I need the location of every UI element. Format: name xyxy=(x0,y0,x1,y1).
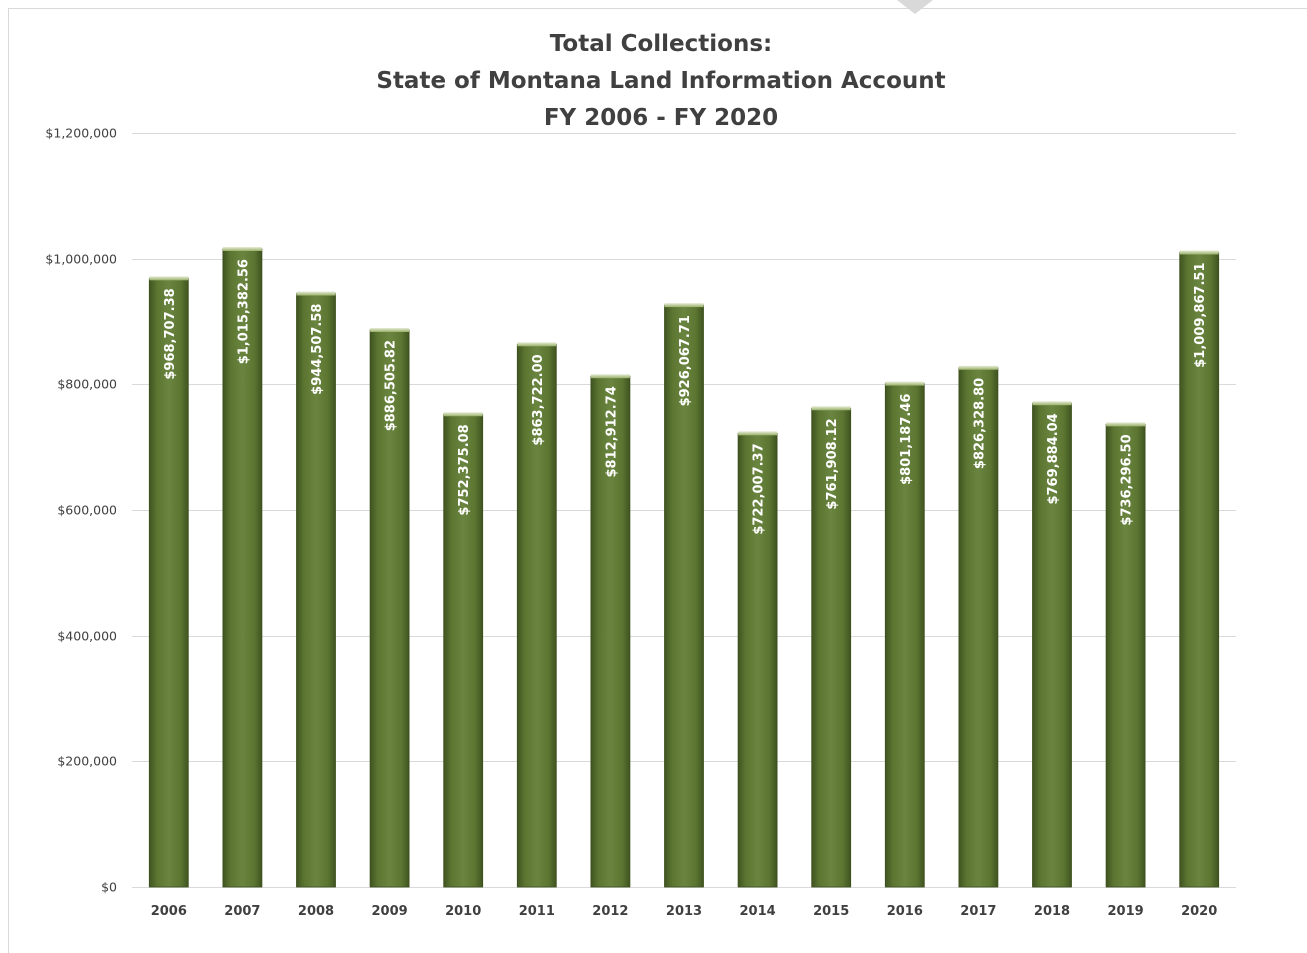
bar-cap xyxy=(149,276,189,281)
bar-group: $826,328.80 xyxy=(958,365,999,888)
x-tick-label: 2008 xyxy=(298,904,334,919)
x-axis-ticks: 2006 2007 2008 2009 2010 2011 2012 2013 2014 2015… xyxy=(151,904,1218,919)
bar-group: $736,296.50 xyxy=(1105,422,1146,888)
y-tick-label: $200,000 xyxy=(57,754,117,769)
bar-group: $886,505.82 xyxy=(369,327,410,888)
data-label: $863,722.00 xyxy=(531,354,546,445)
bar-group: $1,009,867.51 xyxy=(1179,250,1220,888)
chart-title-line-1: Total Collections: xyxy=(549,31,773,57)
x-tick-label: 2014 xyxy=(740,904,776,919)
bar-cap xyxy=(1106,422,1146,427)
bars: $968,707.38 $1,015,382.56 $944,507.58 $886,… xyxy=(148,247,1220,888)
data-label: $752,375.08 xyxy=(457,424,472,515)
bar-cap xyxy=(958,365,998,370)
y-tick-label: $400,000 xyxy=(57,629,117,644)
bar-group: $801,187.46 xyxy=(884,381,925,888)
bar xyxy=(811,407,852,888)
bar xyxy=(1032,402,1072,888)
x-tick-label: 2018 xyxy=(1034,904,1070,919)
x-tick-label: 2020 xyxy=(1181,904,1217,919)
chart-title-line-3: FY 2006 - FY 2020 xyxy=(543,105,779,131)
x-tick-label: 2013 xyxy=(666,904,702,919)
chart-title-line-2: State of Montana Land Information Accoun… xyxy=(376,68,946,94)
y-tick-label: $600,000 xyxy=(57,503,117,518)
bar-group: $926,067.71 xyxy=(664,303,704,888)
data-label: $801,187.46 xyxy=(899,394,914,485)
bar-cap xyxy=(517,342,557,347)
data-label: $1,015,382.56 xyxy=(236,259,251,364)
bar-cap xyxy=(811,406,851,411)
data-label: $812,912.74 xyxy=(604,386,619,477)
bar xyxy=(884,383,925,888)
bar-cap xyxy=(738,431,778,436)
bar-group: $863,722.00 xyxy=(516,342,557,888)
data-label: $769,884.04 xyxy=(1046,413,1061,504)
data-label: $944,507.58 xyxy=(310,304,325,395)
y-tick-label: $1,200,000 xyxy=(45,126,117,141)
bar-group: $812,912.74 xyxy=(590,374,631,888)
bar-cap xyxy=(590,374,630,379)
bar-group: $761,908.12 xyxy=(811,406,852,888)
y-tick-label: $1,000,000 xyxy=(45,252,117,267)
y-axis-ticks: $0 $200,000 $400,000 $600,000 $800,000 $1,000… xyxy=(45,126,117,895)
bar-group: $944,507.58 xyxy=(296,291,336,888)
bar-cap xyxy=(222,247,262,252)
bar xyxy=(958,367,999,888)
x-tick-label: 2017 xyxy=(960,904,996,919)
data-label: $826,328.80 xyxy=(972,378,987,469)
bar-cap xyxy=(370,327,410,332)
bar xyxy=(148,277,189,888)
chart-frame xyxy=(8,8,1307,953)
bar xyxy=(443,413,484,888)
frame-notch xyxy=(897,0,933,14)
bar xyxy=(664,304,704,888)
bar-group: $1,015,382.56 xyxy=(222,247,263,888)
bar xyxy=(369,329,410,888)
bar xyxy=(1105,423,1146,888)
bar xyxy=(1179,252,1220,888)
bar-group: $752,375.08 xyxy=(443,412,484,888)
data-label: $761,908.12 xyxy=(825,418,840,509)
data-label: $722,007.37 xyxy=(752,443,767,534)
bar-cap xyxy=(296,291,336,296)
chart-title: Total Collections: State of Montana Land… xyxy=(0,26,1307,137)
bar-cap xyxy=(1179,250,1219,255)
bar-cap xyxy=(885,381,925,386)
bar-cap xyxy=(443,412,483,417)
bar xyxy=(737,432,778,888)
bar-group: $968,707.38 xyxy=(148,276,189,888)
data-label: $736,296.50 xyxy=(1120,434,1135,525)
x-tick-label: 2011 xyxy=(519,904,555,919)
x-tick-label: 2006 xyxy=(151,904,187,919)
x-tick-label: 2009 xyxy=(372,904,408,919)
x-tick-label: 2007 xyxy=(224,904,260,919)
y-tick-label: $800,000 xyxy=(57,377,117,392)
x-tick-label: 2012 xyxy=(592,904,628,919)
data-label: $926,067.71 xyxy=(678,315,693,406)
data-label: $1,009,867.51 xyxy=(1193,262,1208,367)
bar-group: $769,884.04 xyxy=(1032,401,1072,888)
data-label: $968,707.38 xyxy=(163,288,178,379)
y-tick-label: $0 xyxy=(101,880,117,895)
bar xyxy=(590,375,631,888)
bar xyxy=(296,293,336,888)
bar xyxy=(222,248,263,888)
data-label: $886,505.82 xyxy=(384,340,399,431)
x-tick-label: 2010 xyxy=(445,904,481,919)
bar-group: $722,007.37 xyxy=(737,431,778,888)
bar-cap xyxy=(664,303,704,308)
x-tick-label: 2015 xyxy=(813,904,849,919)
x-tick-label: 2019 xyxy=(1108,904,1144,919)
bar xyxy=(516,343,557,888)
bar-cap xyxy=(1032,401,1072,406)
x-tick-label: 2016 xyxy=(887,904,923,919)
